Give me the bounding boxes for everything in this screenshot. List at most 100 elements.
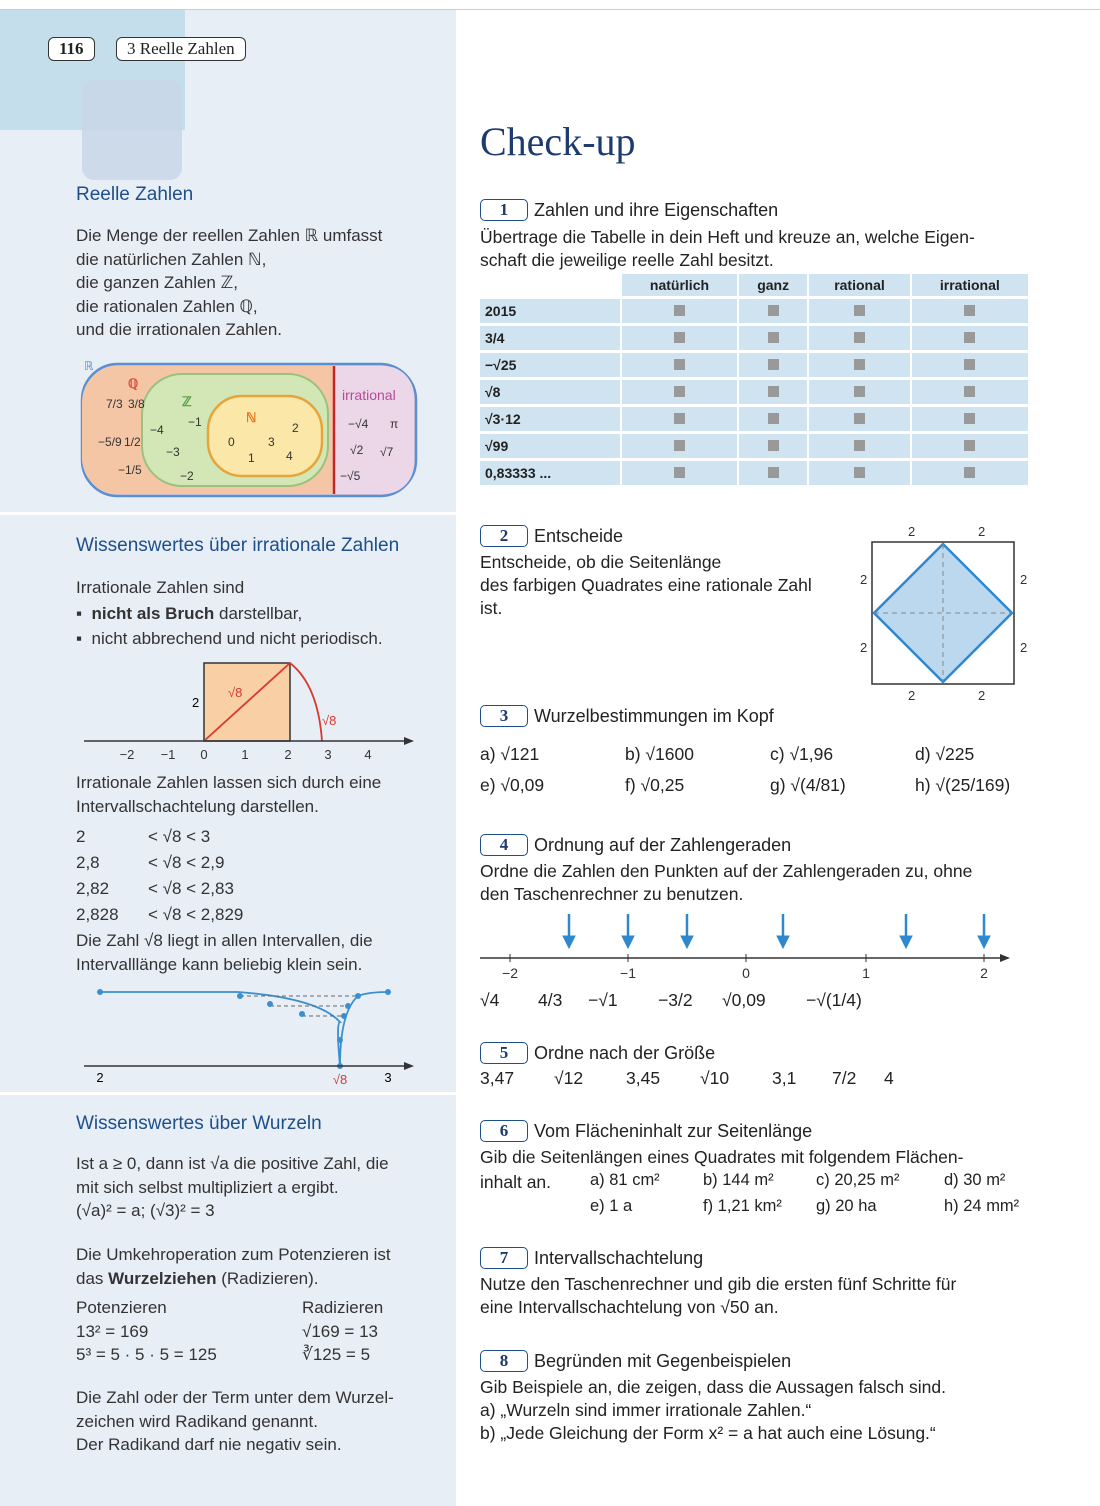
table-row: 2015 <box>480 299 1028 323</box>
intervals-conclusion: Die Zahl √8 liegt in allen Intervallen, … <box>76 931 373 974</box>
arrow-marker <box>680 914 694 950</box>
task-8-text: Gib Beispiele an, die zeigen, dass die A… <box>480 1377 946 1443</box>
svg-text:2: 2 <box>908 688 915 703</box>
header-natuerlich: natürlich <box>622 274 737 296</box>
task-3-items: a) √121 b) √1600 c) √1,96 d) √225 e) √0,09 f… <box>480 744 1011 795</box>
task-5-header: 5 Ordne nach der Größe <box>480 1042 715 1064</box>
svg-text:2: 2 <box>192 695 199 710</box>
svg-text:−1: −1 <box>188 415 202 429</box>
svg-text:0: 0 <box>200 747 207 762</box>
task-6-text: Gib die Seitenlängen eines Quadrates mit… <box>480 1147 964 1167</box>
svg-text:3: 3 <box>268 435 275 449</box>
svg-text:2: 2 <box>1020 572 1027 587</box>
arrow-marker <box>562 914 576 950</box>
nested-intervals-text: Irrationale Zahlen lassen sich durch ein… <box>76 773 382 816</box>
radikand-text: Die Zahl oder der Term unter dem Wurzel-… <box>76 1388 394 1454</box>
properties-table: natürlich ganz rational irrational 2015 … <box>478 271 1030 488</box>
irrational-intro: Irrationale Zahlen sind <box>76 578 245 597</box>
table-row: √8 <box>480 380 1028 404</box>
table-row: √3·12 <box>480 407 1028 431</box>
task-2-header: 2 Entscheide <box>480 525 623 547</box>
svg-text:−1: −1 <box>161 747 176 762</box>
task-6-header: 6 Vom Flächeninhalt zur Seitenlänge <box>480 1120 812 1142</box>
sqrt8-construction: 2 √8 √8 −2 −1 0 1 2 3 4 <box>84 662 414 762</box>
irrational-bullet-1: ▪ nicht als Bruch darstellbar, <box>76 604 303 623</box>
arrow-marker <box>621 914 635 950</box>
svg-text:2: 2 <box>284 747 291 762</box>
svg-text:ℤ: ℤ <box>182 394 192 409</box>
svg-text:π: π <box>390 417 398 431</box>
square-diagram: 2 2 2 2 2 2 2 2 <box>860 524 1027 703</box>
chapter-label: 3 Reelle Zahlen <box>116 37 246 61</box>
svg-text:3/8: 3/8 <box>128 397 145 411</box>
top-rule <box>0 9 1100 10</box>
svg-text:4: 4 <box>364 747 371 762</box>
potenz-column: Potenzieren 13² = 169 5³ = 5 · 5 · 5 = 1… <box>76 1298 217 1364</box>
svg-text:4: 4 <box>286 449 293 463</box>
sidebar-divider <box>0 1092 456 1095</box>
svg-text:2: 2 <box>860 640 867 655</box>
svg-text:2: 2 <box>980 965 988 981</box>
page-number: 116 <box>48 37 95 61</box>
svg-text:2: 2 <box>978 524 985 539</box>
svg-text:irrational: irrational <box>342 387 396 403</box>
svg-text:7/3: 7/3 <box>106 397 123 411</box>
arrow-marker <box>776 914 790 950</box>
svg-text:2: 2 <box>860 572 867 587</box>
sidebar-divider <box>0 512 456 515</box>
task-6-text-2: inhalt an. <box>480 1172 552 1192</box>
svg-text:2: 2 <box>292 421 299 435</box>
svg-text:√8: √8 <box>333 1072 347 1087</box>
number-sets-diagram: ℝ ℚ ℤ ℕ irrational 7/3 3/8 −5/9 1/2 −1/5… <box>80 359 418 498</box>
svg-text:−√4: −√4 <box>348 417 369 431</box>
task-4-numberline: −2 −1 0 1 2 <box>480 914 1010 981</box>
svg-text:−1/5: −1/5 <box>118 463 142 477</box>
svg-text:1: 1 <box>241 747 248 762</box>
svg-text:−4: −4 <box>150 423 164 437</box>
svg-text:2: 2 <box>978 688 985 703</box>
task-7-text: Nutze den Taschenrechner und gib die ers… <box>480 1274 957 1317</box>
section-title-wurzeln: Wissenswertes über Wurzeln <box>76 1113 322 1134</box>
task-5-values: 3,47 √12 3,45 √10 3,1 7/2 4 <box>480 1068 894 1088</box>
svg-text:1: 1 <box>862 965 870 981</box>
svg-text:√7: √7 <box>380 445 394 459</box>
wurzeln-umkehr: Die Umkehroperation zum Potenzieren ist … <box>76 1245 391 1288</box>
svg-text:√2: √2 <box>350 443 364 457</box>
svg-text:−5/9: −5/9 <box>98 435 122 449</box>
svg-text:−√5: −√5 <box>340 469 361 483</box>
reelle-text: Die Menge der reellen Zahlen ℝ umfasst d… <box>76 226 383 339</box>
arrow-marker <box>977 914 991 950</box>
decoration-shape <box>82 80 182 180</box>
task-6-items: a) 81 cm² b) 144 m² c) 20,25 m² d) 30 m²… <box>590 1171 1020 1215</box>
svg-text:0: 0 <box>228 435 235 449</box>
section-title-reelle: Reelle Zahlen <box>76 184 194 205</box>
radiz-column: Radizieren √169 = 13 ∛125 = 5 <box>302 1298 384 1364</box>
table-row: √99 <box>480 434 1028 458</box>
sidebar-background <box>0 10 456 1506</box>
task-1-text: Übertrage die Tabelle in dein Heft und k… <box>480 227 975 270</box>
svg-text:ℕ: ℕ <box>246 410 256 425</box>
svg-text:ℚ: ℚ <box>128 376 138 391</box>
svg-text:1: 1 <box>248 451 255 465</box>
header-ganz: ganz <box>738 274 808 296</box>
interval-zoom-diagram: 2 √8 3 <box>84 989 414 1087</box>
task-2-text: Entscheide, ob die Seitenlänge des farbi… <box>480 552 812 618</box>
table-row: 3/4 <box>480 326 1028 350</box>
arrow-marker <box>899 914 913 950</box>
svg-text:1/2: 1/2 <box>124 435 141 449</box>
svg-text:−2: −2 <box>180 469 194 483</box>
task-8-header: 8 Begründen mit Gegenbeispielen <box>480 1350 791 1372</box>
task-4-header: 4 Ordnung auf der Zahlengeraden <box>480 834 791 856</box>
page-title: Check-up <box>480 119 636 164</box>
svg-text:ℝ: ℝ <box>84 359 94 373</box>
header-irrational: irrational <box>911 274 1028 296</box>
svg-text:2: 2 <box>908 524 915 539</box>
svg-text:√8: √8 <box>322 713 336 728</box>
svg-text:−2: −2 <box>502 965 518 981</box>
svg-text:2: 2 <box>96 1070 103 1085</box>
checkbox-square <box>673 305 685 316</box>
task-1-header: 1 Zahlen und ihre Eigenschaften <box>480 199 778 221</box>
svg-text:0: 0 <box>742 965 750 981</box>
irrational-bullet-2: ▪ nicht abbrechend und nicht periodisch. <box>76 629 383 648</box>
task-7-header: 7 Intervallschachtelung <box>480 1247 703 1269</box>
